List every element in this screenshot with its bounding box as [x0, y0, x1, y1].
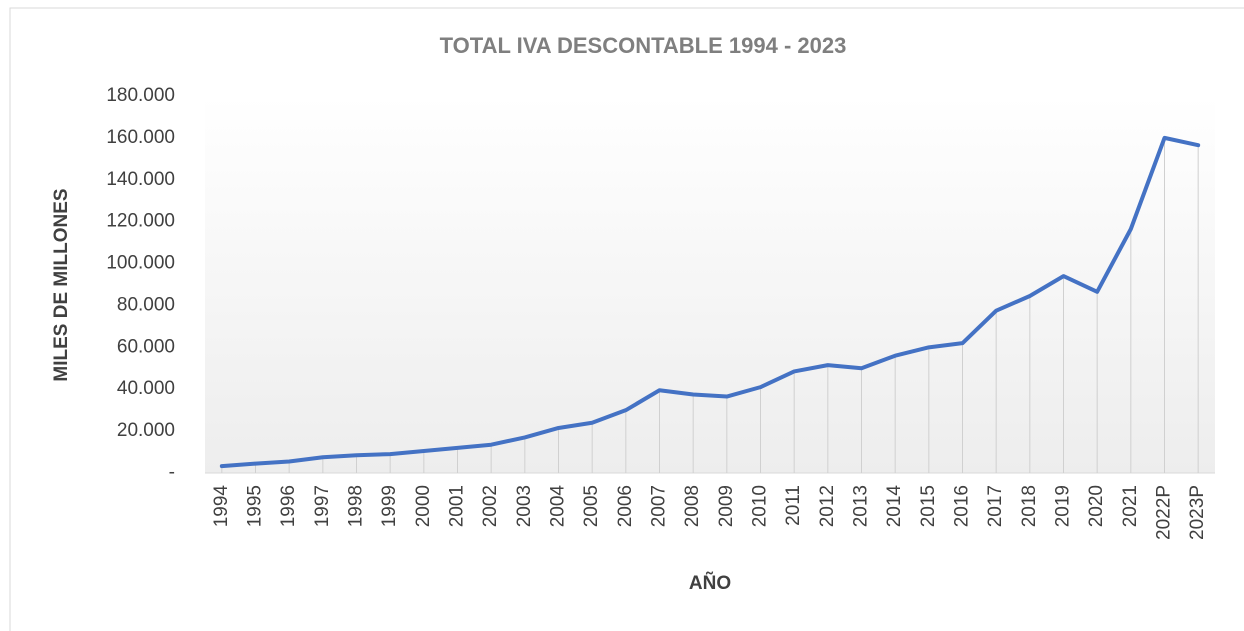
y-axis-label: MILES DE MILLONES: [51, 188, 72, 381]
x-tick-label: 2016: [952, 485, 973, 527]
x-tick-label: 2011: [783, 485, 804, 526]
x-tick-label: 1999: [379, 485, 400, 527]
x-tick-label: 2001: [447, 485, 468, 527]
x-tick-label: 2010: [750, 485, 771, 527]
y-tick-label: 160.000: [106, 127, 175, 148]
y-tick-label: 80.000: [117, 294, 175, 315]
x-tick-label: 2006: [615, 485, 636, 527]
x-tick-label: 2020: [1086, 485, 1107, 527]
x-tick-label: 2019: [1053, 485, 1074, 527]
x-tick-label: 2002: [480, 485, 501, 527]
x-tick-label: 2015: [918, 485, 939, 527]
x-tick-label: 1994: [211, 485, 232, 528]
y-tick-label: 180.000: [106, 85, 175, 106]
x-tick-label: 2007: [649, 485, 670, 527]
data-line: [219, 135, 1201, 469]
y-tick-label: 120.000: [106, 211, 175, 232]
x-tick-label: 2000: [413, 485, 434, 527]
x-tick-label: 2005: [581, 485, 602, 527]
x-tick-label: 1996: [278, 485, 299, 527]
x-tick-label: 1998: [346, 485, 367, 527]
x-tick-label: 2023P: [1187, 485, 1208, 540]
x-tick-label: 1997: [312, 485, 333, 527]
x-tick-label: 2003: [514, 485, 535, 527]
x-tick-label: 2018: [1019, 485, 1040, 527]
x-tick-label: 2013: [851, 485, 872, 527]
x-axis-label: AÑO: [689, 572, 731, 594]
chart-frame: [9, 7, 1244, 631]
y-tick-label: -: [169, 462, 175, 483]
y-tick-label: 60.000: [117, 336, 175, 357]
x-tick-label: 2004: [548, 485, 569, 528]
y-tick-label: 40.000: [117, 378, 175, 399]
x-tick-label: 2009: [716, 485, 737, 527]
x-tick-label: 1995: [245, 485, 266, 527]
y-tick-label: 100.000: [106, 253, 175, 274]
y-tick-label: 20.000: [117, 420, 175, 441]
x-tick-label: 2008: [682, 485, 703, 527]
x-tick-label: 2012: [817, 485, 838, 527]
chart-title: TOTAL IVA DESCONTABLE 1994 - 2023: [440, 33, 847, 58]
x-tick-label: 2022P: [1154, 485, 1175, 540]
y-tick-label: 140.000: [106, 169, 175, 190]
x-tick-label: 2017: [985, 485, 1006, 527]
x-tick-label: 2014: [884, 485, 905, 528]
x-tick-label: 2021: [1120, 485, 1141, 527]
